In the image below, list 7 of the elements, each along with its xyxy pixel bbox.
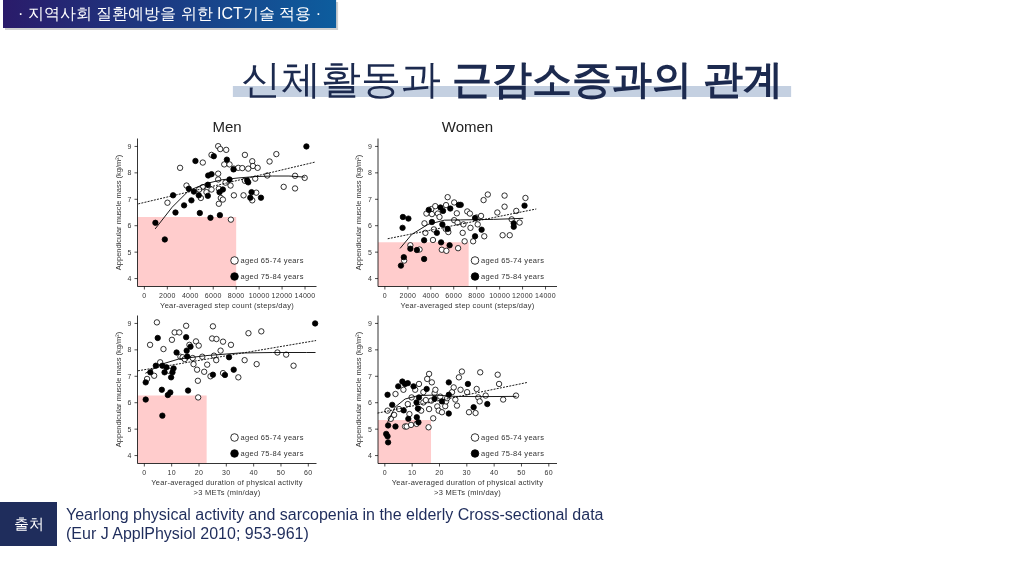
text: · 지역사회 질환예방을 위한 ICT기술 적용 · [18, 5, 322, 22]
chart-title: Men [212, 117, 242, 135]
chart-title: Women [441, 117, 494, 135]
text: (Eur J ApplPhysiol 2010; 953-961) [66, 525, 309, 542]
text: 신체활동과 근감소증과의 관계 [240, 57, 784, 101]
text: 출처 [13, 515, 44, 532]
text: Yearlong physical activity and sarcopenia in the elderly Cross-sectional data [66, 506, 604, 523]
